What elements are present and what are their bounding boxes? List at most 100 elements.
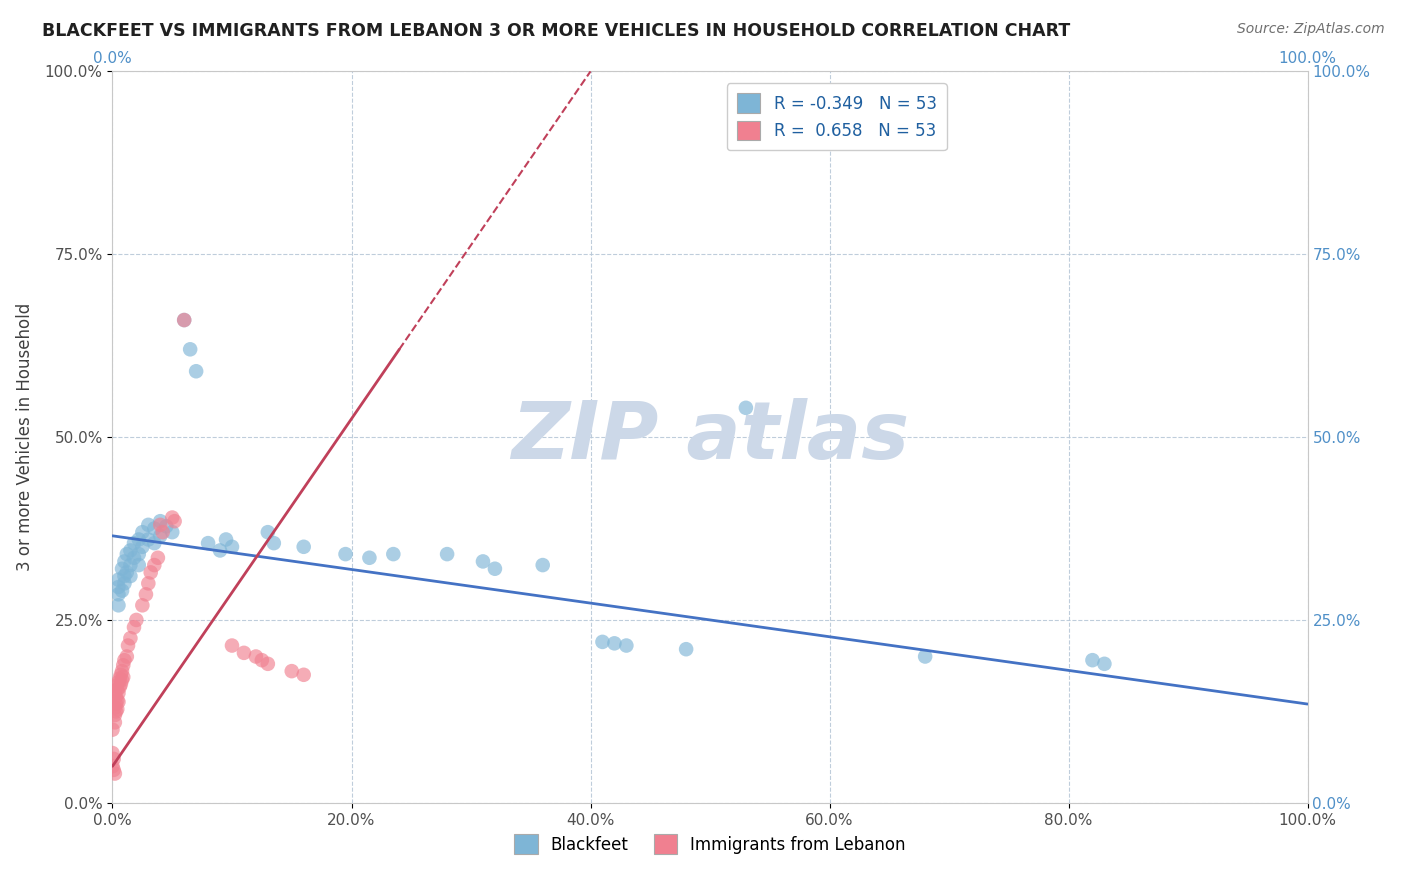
Point (114, 554, 135, 568)
Point (112, 658, 135, 673)
Point (114, 576, 135, 591)
Point (115, 547, 138, 561)
Point (105, 682, 128, 697)
Point (101, 746, 124, 760)
Point (245, 649, 267, 664)
Point (131, 540, 153, 554)
Point (335, 547, 357, 561)
Point (117, 639, 139, 653)
Point (104, 686, 127, 700)
Point (221, 639, 243, 653)
Point (292, 667, 315, 681)
Text: ZIP atlas: ZIP atlas (510, 398, 910, 476)
Point (382, 547, 405, 561)
Point (162, 510, 183, 524)
Point (114, 653, 135, 667)
Point (128, 558, 150, 573)
Point (1094, 657, 1116, 671)
Legend: Blackfeet, Immigrants from Lebanon: Blackfeet, Immigrants from Lebanon (508, 828, 912, 860)
Text: Source: ZipAtlas.com: Source: ZipAtlas.com (1237, 22, 1385, 37)
Point (1081, 653, 1104, 667)
Point (115, 649, 138, 664)
Point (155, 519, 177, 533)
Point (531, 558, 554, 573)
Point (103, 752, 125, 766)
Point (120, 632, 142, 646)
Point (111, 664, 134, 678)
Point (114, 569, 135, 583)
Point (138, 533, 160, 547)
Point (149, 529, 172, 543)
Point (139, 566, 162, 580)
Point (472, 554, 495, 568)
Point (131, 525, 153, 540)
Point (104, 766, 127, 780)
Point (197, 536, 219, 550)
Point (138, 576, 160, 591)
Point (107, 587, 129, 601)
Point (105, 697, 128, 711)
Point (120, 569, 142, 583)
Point (131, 599, 153, 613)
Point (675, 642, 697, 657)
Point (112, 670, 135, 684)
Point (162, 525, 183, 540)
Point (221, 540, 243, 554)
Point (143, 558, 166, 573)
Point (110, 667, 132, 681)
Point (104, 715, 127, 730)
Point (616, 639, 638, 653)
Point (149, 517, 172, 532)
Point (101, 723, 124, 737)
Point (122, 536, 145, 550)
Point (173, 313, 195, 327)
Point (120, 543, 142, 558)
Point (257, 525, 280, 540)
Point (120, 558, 142, 573)
Point (263, 536, 285, 550)
Point (107, 573, 129, 587)
Point (250, 653, 273, 667)
Point (179, 343, 201, 357)
Point (105, 690, 128, 704)
Point (914, 649, 936, 664)
Point (128, 547, 150, 561)
Point (107, 675, 129, 690)
Point (233, 646, 256, 660)
Point (115, 566, 138, 580)
Point (436, 547, 458, 561)
Point (105, 705, 128, 719)
Point (105, 693, 128, 707)
Point (101, 759, 124, 773)
Point (146, 550, 169, 565)
Point (104, 708, 127, 723)
Point (108, 680, 131, 694)
Point (105, 702, 128, 716)
Point (163, 514, 186, 528)
Point (149, 514, 172, 528)
Point (111, 562, 134, 576)
Point (215, 533, 238, 547)
Point (135, 587, 157, 601)
Point (359, 550, 381, 565)
Point (110, 677, 132, 691)
Point (138, 517, 160, 532)
Point (292, 540, 315, 554)
Point (103, 763, 125, 777)
Point (105, 679, 128, 693)
Point (592, 635, 614, 649)
Point (107, 599, 129, 613)
Point (128, 533, 150, 547)
Point (107, 695, 129, 709)
Point (484, 562, 506, 576)
Point (603, 636, 626, 650)
Point (281, 664, 304, 678)
Point (107, 580, 129, 594)
Point (173, 313, 195, 327)
Point (209, 543, 232, 558)
Point (186, 364, 208, 378)
Point (125, 613, 148, 627)
Point (122, 620, 145, 634)
Point (111, 583, 134, 598)
Text: BLACKFEET VS IMMIGRANTS FROM LEBANON 3 OR MORE VEHICLES IN HOUSEHOLD CORRELATION: BLACKFEET VS IMMIGRANTS FROM LEBANON 3 O… (42, 22, 1070, 40)
